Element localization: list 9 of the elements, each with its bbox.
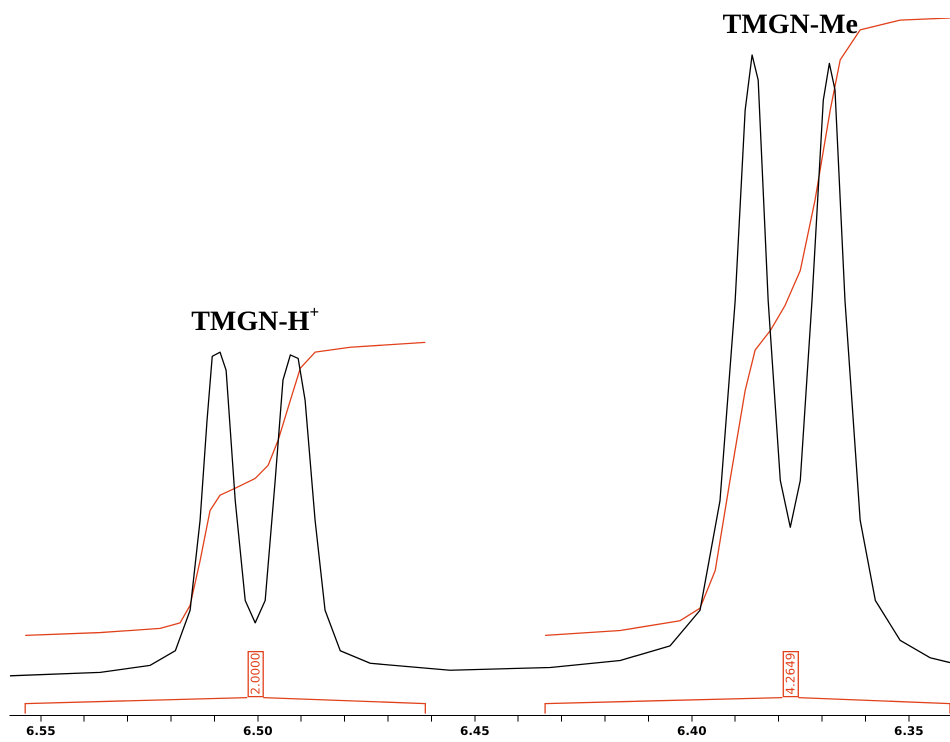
annotation: TMGN-H+ (191, 302, 320, 338)
x-tick-label: 6.55 (26, 724, 56, 738)
x-tick-label: 6.50 (243, 724, 273, 738)
x-tick-label: 6.45 (460, 724, 490, 738)
annotation: 4.2649 (783, 652, 798, 695)
x-tick-label: 6.35 (894, 724, 924, 738)
annotation: 2.0000 (248, 652, 262, 695)
x-tick-label: 6.40 (676, 724, 707, 738)
annotation: TMGN-Me (722, 8, 858, 40)
